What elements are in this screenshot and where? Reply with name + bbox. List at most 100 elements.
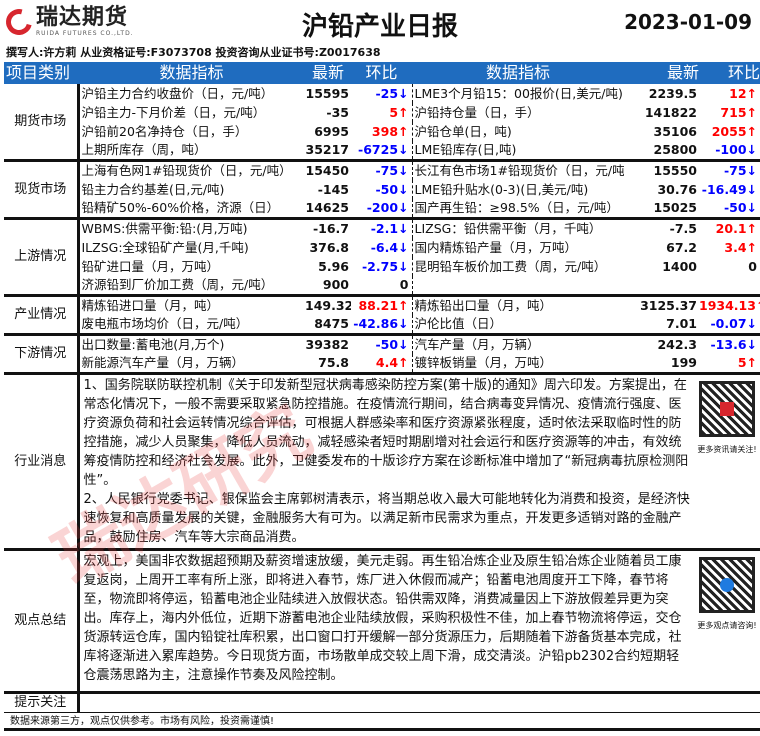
indicator-name: 国内精炼铅产量（月，万吨）	[414, 239, 578, 255]
change-value: 12↑	[729, 85, 757, 101]
indicator-name: 沪铅仓单(日，吨)	[414, 123, 512, 139]
change-value: -50↓	[699, 199, 760, 220]
tips-label: 提示关注	[4, 692, 80, 713]
author-line: 撰写人:许方莉 从业资格证号:F3073708 投资咨询从业证书号:Z00176…	[6, 46, 381, 59]
indicator-name: 昆明铅车板价加工费（周，元/吨）	[414, 258, 607, 274]
change-value: 88.21↑	[351, 295, 413, 315]
view-qr: 更多观点请咨询!	[694, 550, 760, 693]
latest-value: 67.2	[666, 239, 697, 255]
latest-value: 149.32	[305, 298, 351, 313]
latest-value: 141822	[644, 104, 697, 120]
indicator-name: 出口数量:蓄电池(月,万个)	[81, 337, 225, 352]
latest-value	[624, 276, 699, 297]
table-row: 上期所库存（周，吨） 35217 -6725↓ LME铅库存(日,吨) 25800 -10…	[4, 141, 760, 162]
view-section: 观点总结 宏观上，美国非农数据超预期及薪资增速放缓，美元走弱。再生铅冶炼企业及原…	[4, 549, 760, 693]
view-qr-caption: 更多观点请咨询!	[697, 621, 757, 630]
indicator-name: WBMS:供需平衡:铅:(月,万吨)	[81, 221, 248, 236]
latest-value: 15025	[624, 199, 699, 220]
latest-value: -7.5	[669, 221, 697, 236]
tips-text	[78, 693, 760, 713]
latest-value: 39382	[305, 337, 350, 352]
indicator-name	[412, 276, 624, 297]
indicator-name: 铅精矿50%-60%价格，济源（日）	[78, 199, 305, 220]
data-table: 项目类别 数据指标 最新 环比 数据指标 最新 环比 期货市场 沪铅主力合约收盘价…	[4, 62, 760, 375]
table-row: 产业情况 精炼铅进口量（月，吨） 149.32 88.21↑ 精炼铅出口量（月，吨） 31…	[4, 295, 760, 336]
indicator-name: LME3个月铅15：00报价(日,美元/吨)	[414, 85, 623, 101]
category-label: 下游情况	[4, 334, 80, 375]
indicator-name: 济源铅到厂价加工费（周，元/吨）	[78, 276, 305, 297]
latest-value: 2239.5	[648, 85, 697, 101]
indicator-name: 铅矿进口量（月，万吨）	[81, 258, 220, 274]
table-row: 期货市场 沪铅主力合约收盘价（日，元/吨） 15595 -25↓ LME3个月铅15：0…	[4, 84, 760, 162]
latest-value: -145	[317, 181, 349, 197]
text-sections: 行业消息 1、国务院联防联控机制《关于印发新型冠状病毒感染防控方案(第十版)的通…	[4, 375, 760, 713]
latest-value: 199	[624, 354, 699, 375]
change-value: 5↑	[699, 354, 760, 375]
news-section: 行业消息 1、国务院联防联控机制《关于印发新型冠状病毒感染防控方案(第十版)的通…	[4, 375, 760, 550]
change-value: -75↓	[723, 163, 757, 178]
table-row: 上游情况 WBMS:供需平衡:铅:(月,万吨) -16.7 -2.1↓ LIZSG：铅供…	[4, 218, 760, 297]
header-latest-2: 最新	[624, 62, 699, 84]
report-header: 瑞达期货 RUIDA FUTURES CO.,LTD. 沪铅产业日报 2023-…	[0, 0, 760, 44]
change-value: -200↓	[351, 199, 413, 220]
indicator-name: LME铅库存(日,吨)	[412, 141, 624, 162]
change-value: 715↑	[720, 104, 757, 120]
news-text: 1、国务院联防联控机制《关于印发新型冠状病毒感染防控方案(第十版)的通知》周六印…	[83, 378, 690, 545]
news-label: 行业消息	[4, 375, 80, 550]
change-value: 0	[351, 276, 413, 297]
table-row: 新能源汽车产量（月，万辆） 75.8 4.4↑ 镀锌板销量（月，万吨） 199 5↑	[4, 354, 760, 375]
report-date: 2023-01-09	[624, 10, 752, 34]
change-value: 20.1↑	[715, 221, 757, 236]
latest-value: 15450	[305, 163, 350, 178]
category-label: 上游情况	[4, 218, 80, 297]
change-value: -100↓	[699, 141, 760, 162]
header-category: 项目类别	[4, 62, 78, 84]
latest-value: 242.3	[657, 337, 697, 352]
change-value: 0	[748, 258, 757, 274]
latest-value: 15595	[305, 85, 350, 101]
change-value: -75↓	[351, 160, 413, 180]
change-value	[699, 276, 760, 297]
header-indicator: 数据指标	[78, 62, 305, 84]
latest-value: 8475	[305, 315, 351, 336]
latest-value: 5.96	[318, 258, 349, 274]
table-row: ILZSG:全球铅矿产量(月,千吨) 376.8 -6.4↓ 国内精炼铅产量（月，万吨…	[4, 238, 760, 257]
table-row: 废电瓶市场均价（日，元/吨） 8475 -42.86↓ 沪伦比值（日） 7.01 -0.0…	[4, 315, 760, 336]
change-value: -0.07↓	[699, 315, 760, 336]
header-change-2: 环比	[699, 62, 760, 84]
indicator-name: 精炼铅出口量（月，吨）	[414, 298, 553, 313]
indicator-name: 汽车产量（月，万辆）	[414, 337, 540, 352]
change-value: -2.75↓	[351, 257, 413, 276]
latest-value: -35	[326, 104, 349, 120]
report-title: 沪铅产业日报	[301, 12, 458, 42]
category-label: 产业情况	[4, 295, 80, 336]
indicator-name: 长江有色市场1#铅现货价（日，元/吨	[414, 163, 625, 178]
indicator-name: 沪铅持仓量（日，手）	[414, 104, 540, 120]
latest-value: 3125.37	[640, 298, 697, 313]
change-value: -13.6↓	[710, 337, 757, 352]
latest-value: 900	[305, 276, 351, 297]
qr-code-icon	[699, 557, 755, 613]
indicator-name: 镀锌板销量（月，万吨）	[412, 354, 624, 375]
indicator-name: ILZSG:全球铅矿产量(月,千吨)	[81, 239, 249, 255]
latest-value: 35217	[305, 141, 351, 162]
indicator-name: 铅主力合约基差(日,元/吨)	[81, 181, 225, 197]
tips-section: 提示关注	[4, 692, 760, 713]
change-value: 3.4↑	[724, 239, 757, 255]
indicator-name: LME铅升贴水(0-3)(日,美元/吨)	[414, 181, 589, 197]
indicator-name: 沪伦比值（日）	[412, 315, 624, 336]
table-row: 济源铅到厂价加工费（周，元/吨） 900 0	[4, 276, 760, 297]
header-indicator-2: 数据指标	[412, 62, 624, 84]
change-value: 2055↑	[711, 123, 757, 139]
latest-value: 75.8	[305, 354, 351, 375]
table-row: 铅矿进口量（月，万吨） 5.96 -2.75↓ 昆明铅车板价加工费（周，元/吨） 140…	[4, 257, 760, 276]
latest-value: 1400	[662, 258, 697, 274]
latest-value: 30.76	[657, 181, 697, 197]
table-row: 沪铅前20名净持仓（日，手） 6995 398↑ 沪铅仓单(日，吨) 35106 2055…	[4, 122, 760, 141]
view-text: 宏观上，美国非农数据超预期及薪资增速放缓，美元走弱。再生铅冶炼企业及原生铅冶炼企…	[83, 554, 682, 683]
change-value: -42.86↓	[351, 315, 413, 336]
indicator-name: 沪铅主力-下月价差（日，元/吨）	[81, 104, 266, 120]
indicator-name: 上期所库存（周，吨）	[78, 141, 305, 162]
table-row: 沪铅主力-下月价差（日，元/吨） -35 5↑ 沪铅持仓量（日，手） 141822 715…	[4, 103, 760, 122]
news-qr-caption: 更多资讯请关注!	[697, 445, 757, 454]
